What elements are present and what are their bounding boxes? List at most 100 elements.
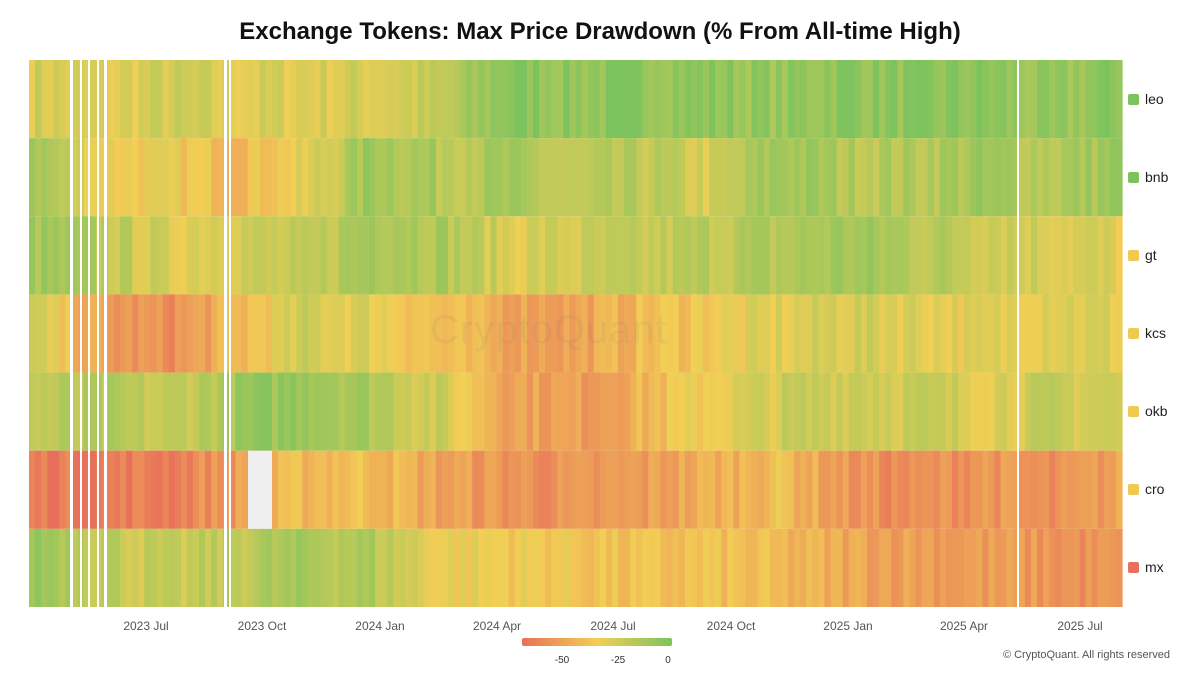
heatmap-cell bbox=[678, 138, 686, 217]
heatmap-cell bbox=[532, 372, 540, 451]
heatmap-cell bbox=[399, 60, 407, 139]
heatmap-cell bbox=[29, 138, 36, 217]
heatmap-cell bbox=[253, 528, 261, 607]
heatmap-cell bbox=[976, 138, 983, 217]
heatmap-cell bbox=[581, 138, 589, 217]
heatmap-cell bbox=[308, 450, 315, 529]
heatmap-cell bbox=[393, 216, 400, 295]
missing-data-gap bbox=[88, 60, 90, 607]
heatmap-cell bbox=[824, 138, 832, 217]
heatmap-cell bbox=[630, 450, 637, 529]
heatmap-cell bbox=[520, 138, 528, 217]
heatmap-cell bbox=[332, 294, 340, 373]
heatmap-cell bbox=[423, 294, 431, 373]
heatmap-cell bbox=[241, 216, 249, 295]
heatmap-cell bbox=[605, 60, 613, 139]
heatmap-cell bbox=[763, 216, 771, 295]
heatmap-cell bbox=[381, 138, 388, 217]
heatmap-cell bbox=[466, 372, 473, 451]
heatmap-cell bbox=[381, 60, 388, 139]
heatmap-cell bbox=[873, 294, 880, 373]
heatmap-cell bbox=[757, 216, 765, 295]
heatmap-cell bbox=[909, 216, 917, 295]
legend-item-bnb[interactable]: bnb bbox=[1128, 167, 1168, 187]
heatmap-cell bbox=[703, 60, 710, 139]
heatmap-cell bbox=[891, 372, 898, 451]
heatmap-cell bbox=[350, 372, 358, 451]
legend-item-cro[interactable]: cro bbox=[1128, 479, 1164, 499]
heatmap-cell bbox=[1030, 216, 1038, 295]
heatmap-cell bbox=[672, 294, 680, 373]
legend-item-kcs[interactable]: kcs bbox=[1128, 323, 1166, 343]
heatmap-cell bbox=[375, 528, 382, 607]
heatmap-cell bbox=[472, 450, 479, 529]
heatmap-cell bbox=[59, 138, 67, 217]
heatmap-cell bbox=[684, 216, 692, 295]
heatmap-cell bbox=[842, 450, 850, 529]
legend-item-gt[interactable]: gt bbox=[1128, 245, 1157, 265]
heatmap-cell bbox=[114, 138, 121, 217]
heatmap-cell bbox=[1049, 216, 1056, 295]
heatmap-cell bbox=[144, 216, 152, 295]
heatmap-cell bbox=[551, 216, 558, 295]
heatmap-cell bbox=[259, 216, 267, 295]
legend-item-okb[interactable]: okb bbox=[1128, 401, 1168, 421]
heatmap-cell bbox=[988, 294, 996, 373]
heatmap-cell bbox=[624, 372, 631, 451]
heatmap-cell bbox=[199, 372, 206, 451]
heatmap-cell bbox=[970, 450, 977, 529]
heatmap-cell bbox=[757, 138, 765, 217]
heatmap-cell bbox=[472, 216, 479, 295]
heatmap-cell bbox=[235, 216, 243, 295]
heatmap-cell bbox=[344, 528, 352, 607]
heatmap-cell bbox=[168, 138, 176, 217]
heatmap-cell bbox=[709, 294, 716, 373]
heatmap-cell bbox=[496, 60, 504, 139]
legend-label: bnb bbox=[1145, 169, 1169, 185]
heatmap-cell bbox=[1061, 372, 1068, 451]
heatmap-cell bbox=[369, 294, 376, 373]
heatmap-cell bbox=[259, 138, 267, 217]
heatmap-cell bbox=[1067, 138, 1075, 217]
heatmap-cell bbox=[642, 138, 649, 217]
heatmap-cell bbox=[460, 138, 467, 217]
heatmap-cell bbox=[569, 216, 577, 295]
heatmap-cell bbox=[429, 528, 437, 607]
heatmap-cell bbox=[423, 60, 431, 139]
heatmap-cell bbox=[387, 450, 394, 529]
heatmap-cell bbox=[757, 294, 765, 373]
legend-item-leo[interactable]: leo bbox=[1128, 89, 1164, 109]
heatmap-cell bbox=[678, 450, 686, 529]
heatmap-cell bbox=[982, 528, 990, 607]
heatmap-cell bbox=[71, 60, 79, 139]
heatmap-cell bbox=[192, 294, 200, 373]
heatmap-cell bbox=[520, 60, 528, 139]
heatmap-cell bbox=[897, 60, 904, 139]
heatmap-cell bbox=[605, 450, 613, 529]
heatmap-cell bbox=[284, 138, 291, 217]
heatmap-cell bbox=[951, 216, 959, 295]
heatmap-cell bbox=[903, 60, 911, 139]
legend-swatch bbox=[1128, 561, 1139, 573]
heatmap-cell bbox=[107, 216, 115, 295]
heatmap-cell bbox=[89, 216, 97, 295]
heatmap-cell bbox=[897, 138, 904, 217]
heatmap-cell bbox=[484, 138, 492, 217]
heatmap-cell bbox=[1055, 216, 1062, 295]
heatmap-row-okb bbox=[29, 372, 1123, 451]
heatmap-cell bbox=[593, 528, 601, 607]
heatmap-cell bbox=[314, 138, 322, 217]
heatmap-cell bbox=[441, 216, 449, 295]
heatmap-cell bbox=[945, 60, 953, 139]
heatmap-cell bbox=[703, 216, 710, 295]
heatmap-cell bbox=[356, 294, 364, 373]
heatmap-cell bbox=[441, 528, 449, 607]
heatmap-cell bbox=[1024, 294, 1032, 373]
heatmap-cell bbox=[205, 138, 212, 217]
heatmap-cell bbox=[1055, 294, 1062, 373]
heatmap-cell bbox=[684, 372, 692, 451]
heatmap-cell bbox=[1067, 372, 1075, 451]
legend-item-mx[interactable]: mx bbox=[1128, 557, 1164, 577]
heatmap-cell bbox=[1018, 60, 1026, 139]
heatmap-cell bbox=[1012, 372, 1020, 451]
